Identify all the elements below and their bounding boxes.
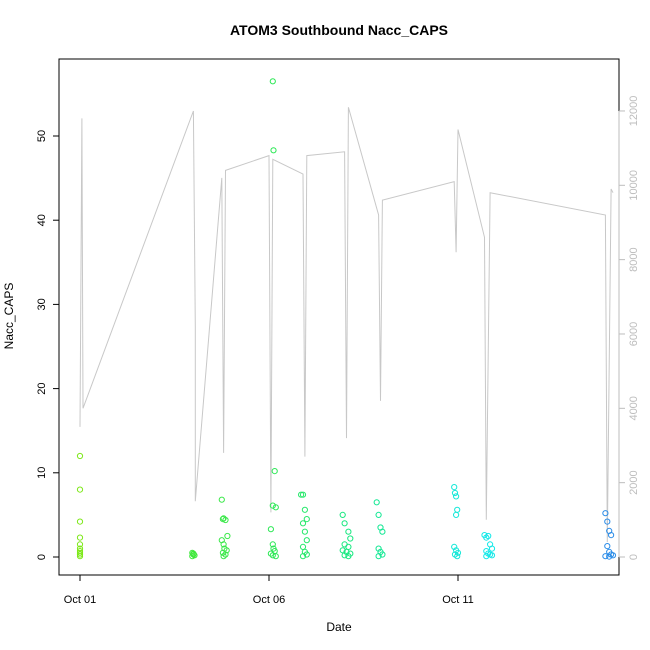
x-axis-label: Date (326, 620, 352, 634)
data-point (272, 504, 279, 511)
data-point (347, 535, 354, 542)
data-point (271, 468, 278, 475)
data-point (373, 499, 380, 506)
data-point (488, 552, 496, 559)
data-point (299, 553, 307, 560)
data-point (267, 526, 274, 533)
data-point (76, 486, 84, 493)
data-point (303, 516, 310, 523)
data-point (76, 551, 84, 558)
right-tick-label: 0 (628, 554, 640, 560)
left-tick-label: 0 (36, 554, 48, 560)
data-point (375, 511, 382, 519)
chart-title: ATOM3 Southbound Nacc_CAPS (230, 22, 448, 38)
data-point (220, 515, 227, 522)
data-point (379, 551, 386, 558)
scatter-points-layer (76, 78, 617, 560)
data-point (76, 553, 84, 560)
right-tick-label: 8000 (628, 247, 640, 271)
data-point (604, 518, 611, 525)
data-point (76, 518, 84, 525)
left-tick-label: 10 (36, 467, 48, 479)
data-point (341, 520, 348, 527)
data-point (220, 541, 227, 548)
right-tick-label: 4000 (628, 396, 640, 420)
data-point (453, 493, 460, 500)
data-point (270, 147, 277, 154)
data-point (218, 496, 225, 503)
left-tick-label: 20 (36, 382, 48, 394)
x-tick-label: Oct 11 (442, 594, 474, 606)
data-point (299, 520, 307, 527)
data-point (301, 506, 308, 513)
data-point (272, 553, 279, 560)
data-point (375, 553, 382, 560)
data-point (341, 541, 348, 548)
data-point (454, 506, 461, 513)
data-point (483, 553, 490, 560)
right-tick-label: 12000 (628, 96, 640, 127)
data-point (190, 550, 197, 557)
data-point (267, 550, 274, 557)
left-tick-label: 30 (36, 298, 48, 310)
secondary-series-layer (79, 107, 614, 543)
data-point (454, 549, 462, 556)
data-point (453, 511, 460, 519)
data-point (76, 534, 84, 541)
data-point (379, 528, 386, 535)
data-point (375, 545, 382, 552)
data-point (301, 528, 308, 535)
data-point (345, 543, 352, 551)
data-point (606, 553, 613, 560)
data-point (483, 534, 490, 541)
data-point (299, 543, 307, 551)
right-tick-label: 6000 (628, 322, 640, 346)
right-tick-label: 2000 (628, 470, 640, 494)
x-tick-label: Oct 06 (253, 594, 285, 606)
data-point (224, 532, 231, 540)
x-tick-label: Oct 01 (64, 594, 96, 606)
data-point (222, 551, 229, 558)
secondary-line (79, 107, 614, 543)
data-point (454, 553, 461, 560)
data-point (220, 553, 227, 560)
y-axis-label: Nacc_CAPS (2, 283, 16, 350)
data-point (269, 552, 276, 559)
data-point (222, 516, 229, 524)
data-point (303, 537, 310, 544)
data-point (485, 532, 492, 540)
data-point (269, 541, 276, 548)
x-axis: Oct 01 Oct 06 Oct 11 (64, 574, 474, 606)
data-point (451, 489, 459, 497)
data-point (451, 543, 458, 551)
data-point (451, 484, 458, 491)
data-point (609, 552, 617, 559)
data-point (602, 510, 609, 517)
data-point (76, 545, 84, 552)
data-point (602, 553, 609, 560)
right-y-axis: 0 2000 4000 6000 8000 10000 12000 (618, 96, 640, 560)
data-point (299, 491, 307, 498)
data-point (76, 549, 84, 556)
data-point (219, 516, 226, 523)
data-point (269, 78, 276, 85)
data-point (303, 551, 310, 558)
data-point (341, 552, 348, 559)
data-point (608, 532, 615, 539)
data-point (345, 528, 352, 535)
data-point (339, 511, 346, 519)
right-tick-label: 10000 (628, 170, 640, 201)
left-y-axis: 0 10 20 30 40 50 (36, 130, 60, 560)
data-point (76, 541, 84, 548)
data-point (76, 452, 84, 460)
left-tick-label: 50 (36, 130, 48, 142)
data-point (298, 491, 305, 498)
left-tick-label: 40 (36, 214, 48, 226)
plot-frame (58, 58, 620, 576)
data-point (269, 502, 276, 509)
data-point (488, 545, 496, 552)
data-point (345, 553, 352, 560)
data-point (604, 543, 611, 550)
